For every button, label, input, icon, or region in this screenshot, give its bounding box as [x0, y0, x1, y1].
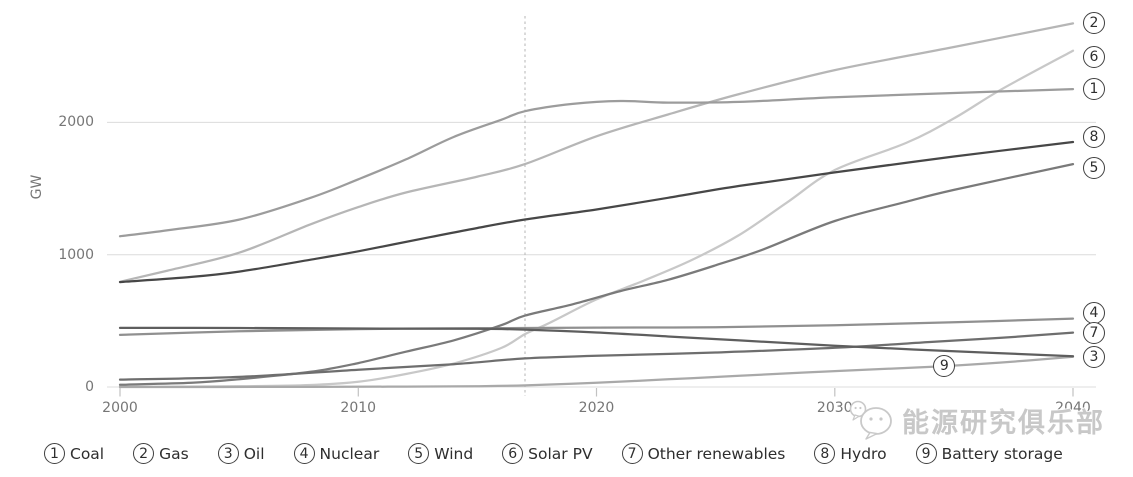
other_renewables-line — [118, 331, 1075, 381]
series-marker-nuclear: 4 — [1083, 301, 1105, 324]
hydro-line — [118, 140, 1075, 284]
x-tick-label-2020: 2020 — [578, 400, 615, 416]
coal-line — [118, 87, 1075, 238]
legend-number-icon: 6 — [502, 443, 524, 464]
line-chart-plot — [107, 16, 1096, 397]
x-tick-label-2040: 2040 — [1055, 400, 1091, 416]
legend-label: Coal — [70, 444, 105, 463]
wind-line — [118, 162, 1075, 386]
y-tick-label-0: 0 — [85, 379, 94, 395]
legend-number-icon: 7 — [621, 443, 643, 464]
watermark: 能源研究俱乐部 — [846, 399, 1105, 441]
watermark-text: 能源研究俱乐部 — [902, 407, 1105, 439]
x-tick-label-2030: 2030 — [816, 400, 853, 416]
legend-label: Battery storage — [941, 444, 1063, 463]
legend-number-icon: 9 — [915, 443, 937, 464]
series-marker-wind: 5 — [1083, 157, 1105, 180]
y-tick-label-2000: 2000 — [58, 114, 94, 131]
y-tick-label-1000: 1000 — [58, 246, 94, 263]
legend-item-coal: 1 Coal — [44, 443, 104, 464]
legend-number-icon: 4 — [293, 443, 315, 464]
x-tick-label-2010: 2010 — [340, 400, 377, 416]
battery_storage-line — [118, 355, 1075, 389]
legend-label: Hydro — [840, 444, 887, 463]
gas-line — [118, 22, 1075, 283]
wechat-icon — [849, 400, 892, 440]
legend-label: Other renewables — [647, 444, 786, 463]
nuclear-line — [118, 317, 1075, 337]
legend-item-hydro: 8 Hydro — [814, 443, 887, 464]
series-marker-hydro: 8 — [1083, 125, 1105, 148]
legend-item-solar-pv: 6 Solar PV — [502, 443, 593, 464]
legend-label: Oil — [243, 444, 265, 463]
legend-label: Wind — [434, 444, 474, 463]
legend-number-icon: 3 — [217, 443, 239, 464]
y-axis-title: GW — [29, 174, 45, 200]
legend-label: Nuclear — [319, 444, 380, 463]
legend-label: Solar PV — [528, 444, 593, 463]
chart-legend: 1 Coal 2 Gas 3 Oil 4 Nuclear 5 Wind 6 Solar PV 7 Othe… — [44, 443, 1114, 464]
solar_pv-line — [118, 49, 1075, 389]
legend-item-other-renewables: 7 Other renewables — [621, 443, 786, 464]
x-tick-label-2000: 2000 — [102, 400, 138, 416]
legend-item-nuclear: 4 Nuclear — [293, 443, 380, 464]
series-marker-coal: 1 — [1083, 78, 1105, 101]
oil-line — [118, 326, 1075, 358]
legend-item-oil: 3 Oil — [217, 443, 265, 464]
legend-item-battery-storage: 9 Battery storage — [915, 443, 1063, 464]
legend-number-icon: 2 — [133, 443, 155, 464]
series-marker-solar_pv: 6 — [1083, 45, 1105, 68]
series-marker-gas: 2 — [1083, 12, 1105, 35]
legend-item-gas: 2 Gas — [133, 443, 189, 464]
legend-item-wind: 5 Wind — [408, 443, 473, 464]
legend-number-icon: 5 — [408, 443, 430, 464]
legend-label: Gas — [159, 444, 189, 463]
series-marker-battery_storage: 9 — [933, 355, 956, 378]
legend-number-icon: 8 — [814, 443, 836, 464]
legend-number-icon: 1 — [44, 443, 65, 464]
series-marker-other_renewables: 7 — [1083, 321, 1105, 344]
series-marker-oil: 3 — [1083, 346, 1105, 369]
